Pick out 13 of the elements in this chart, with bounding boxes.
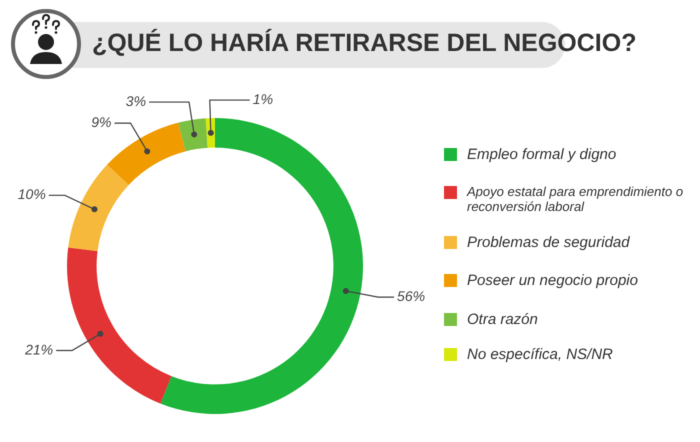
legend-label: Problemas de seguridad [467,234,630,251]
data-label: 9% [91,114,112,130]
data-label: 21% [24,341,54,358]
legend-label: Apoyo estatal para emprendimiento o reconversión laboral [467,184,684,214]
legend-label: Otra razón [467,311,538,328]
chart-title: ¿QUÉ LO HARÍA RETIRARSE DEL NEGOCIO? [92,29,636,58]
legend-label: No específica, NS/NR [467,346,613,363]
legend-label: Poseer un negocio propio [467,272,638,289]
data-label: 10% [18,186,46,202]
data-label: 3% [126,92,146,109]
data-label: 1% [252,90,274,107]
data-label: 56% [397,288,426,304]
legend-label: Empleo formal y digno [467,146,616,163]
